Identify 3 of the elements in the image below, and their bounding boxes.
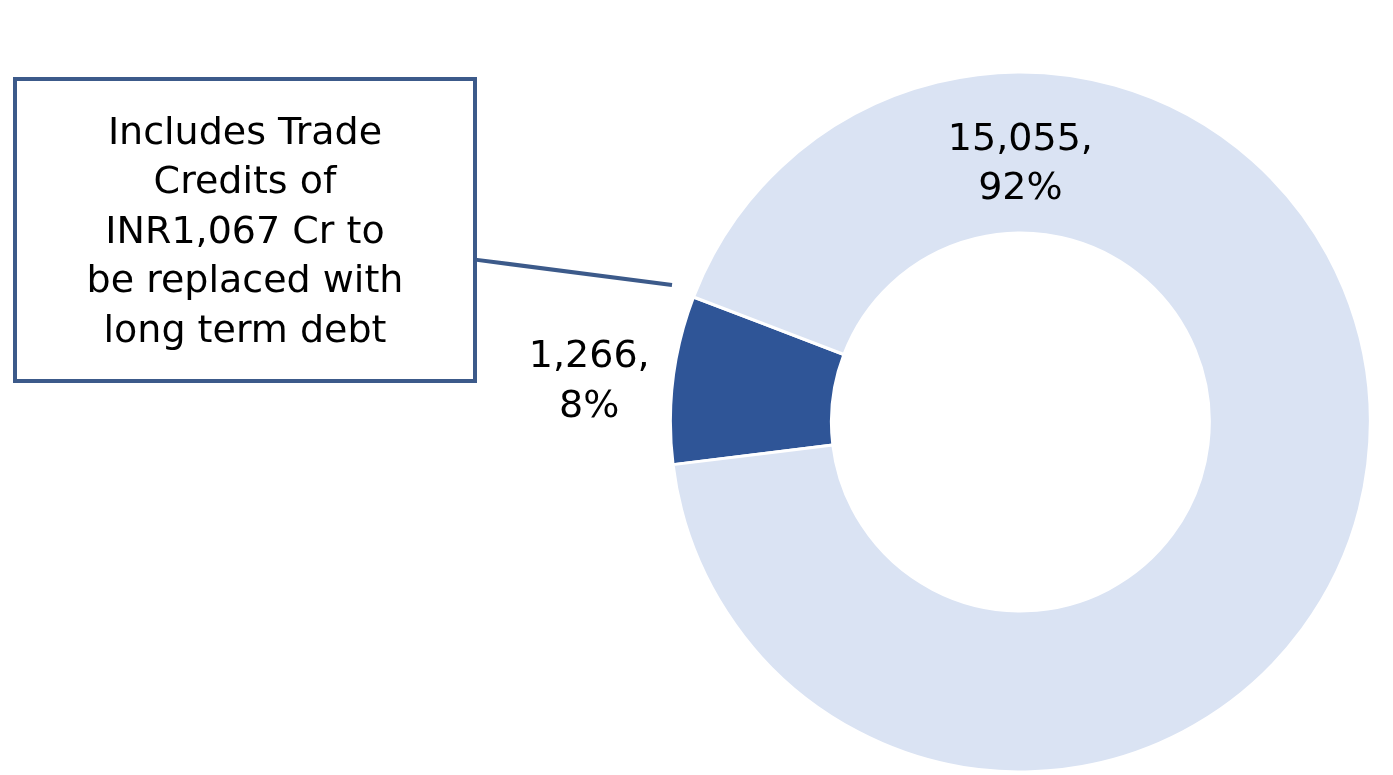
data-label: 15,055, 92% [947,114,1093,208]
data-label: 1,266, 8% [528,332,650,426]
text: Includes Trade Credits of INR1,067 Cr to be replaced with long term debt [86,109,404,351]
